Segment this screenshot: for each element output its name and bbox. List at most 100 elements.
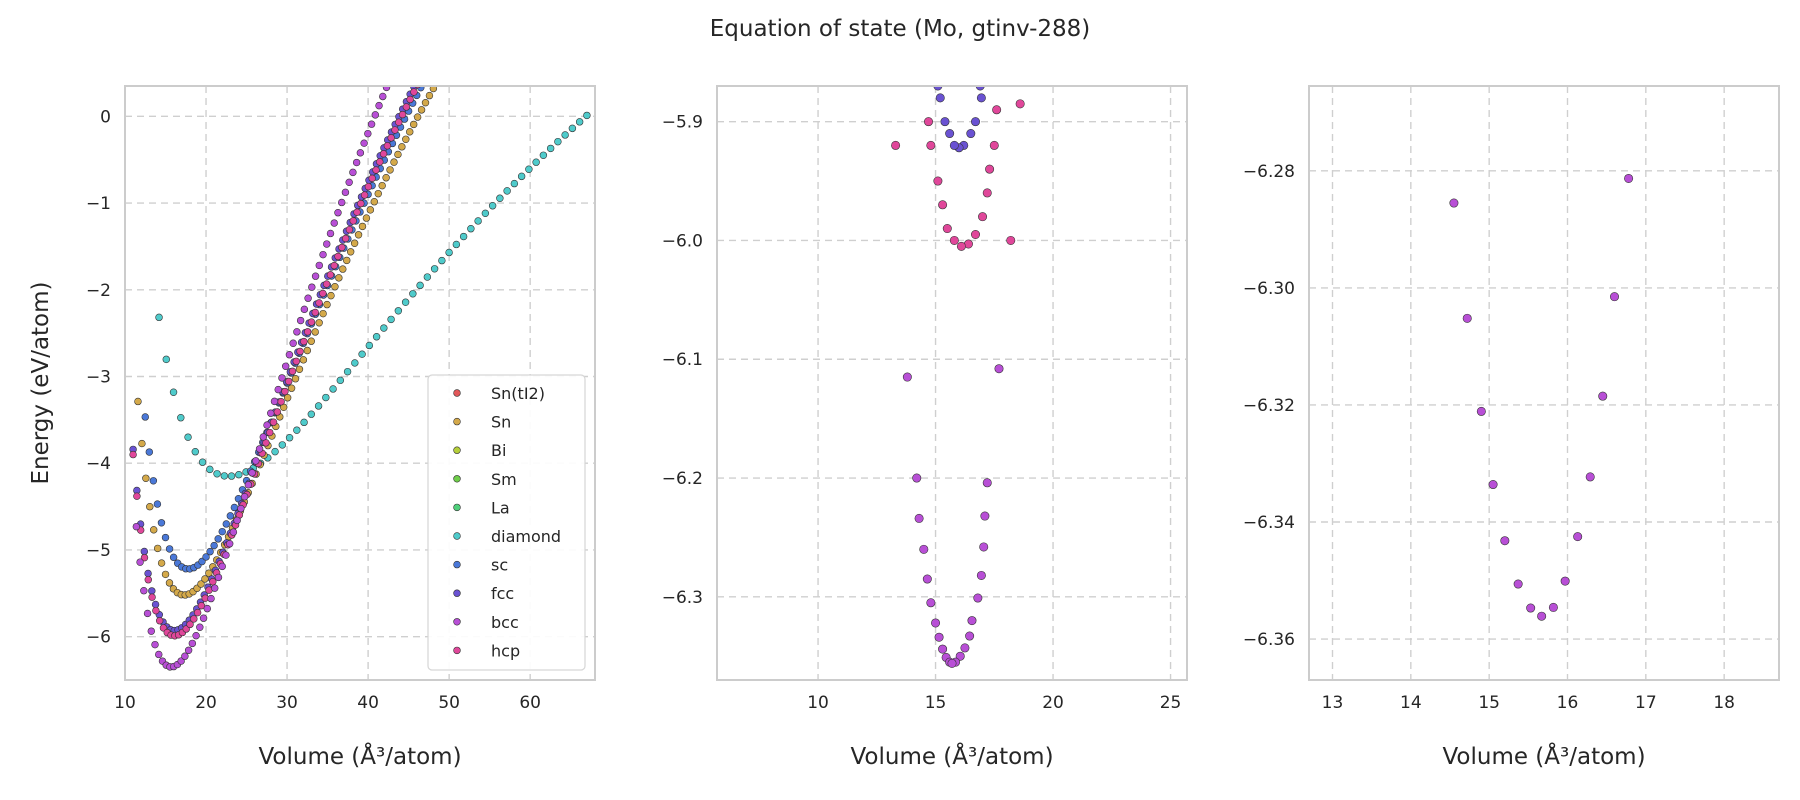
point-Sn: [429, 86, 438, 93]
point-diamond: [532, 158, 540, 166]
point-hcp: [357, 199, 365, 208]
point-Sn: [311, 328, 319, 336]
point-sc: [425, 69, 432, 76]
point-hcp: [368, 174, 376, 183]
point-bcc: [938, 644, 948, 654]
point-bcc: [919, 544, 929, 554]
point-bcc: [140, 587, 148, 595]
point-hcp: [992, 105, 1002, 115]
point-bcc: [181, 652, 189, 660]
point-hcp: [920, 70, 928, 78]
point-Sn: [425, 91, 434, 100]
point-Sn: [323, 300, 331, 309]
point-bcc: [326, 229, 335, 238]
point-hcp: [133, 492, 141, 500]
point-Sn: [413, 113, 422, 121]
point-diamond: [314, 402, 323, 410]
point-Sn: [299, 356, 308, 364]
point-diamond: [162, 355, 170, 364]
y-tick-label: −4: [86, 454, 111, 474]
point-Sn: [343, 256, 351, 265]
point-sc: [169, 553, 178, 562]
point-Sn: [434, 78, 441, 85]
point-hcp: [418, 74, 425, 81]
point-diamond: [438, 256, 446, 265]
point-Sn: [378, 181, 386, 190]
point-bcc: [334, 209, 342, 217]
point-hcp: [281, 387, 289, 396]
point-hcp: [129, 450, 137, 459]
point-fcc: [935, 93, 945, 103]
point-hcp: [360, 191, 369, 199]
point-Sn: [446, 58, 453, 65]
point-Sn: [346, 248, 355, 256]
point-diamond: [401, 298, 410, 306]
y-tick-label: −2: [86, 281, 111, 301]
point-bcc: [323, 240, 331, 248]
point-hcp: [152, 606, 160, 615]
point-sc: [165, 545, 174, 553]
x-tick-label: 30: [276, 693, 298, 713]
point-Sn: [339, 265, 347, 273]
point-bcc: [207, 594, 215, 603]
point-Sn: [409, 120, 418, 129]
point-bcc: [151, 640, 159, 649]
point-hcp: [410, 88, 418, 96]
point-hcp: [978, 212, 988, 222]
point-fcc: [422, 62, 429, 69]
point-bcc: [1476, 406, 1486, 416]
point-bcc: [980, 511, 990, 521]
point-fcc: [970, 117, 980, 127]
point-fcc: [976, 93, 986, 103]
x-axis-label: Volume (Å³/atom): [258, 742, 461, 770]
point-sc: [446, 32, 453, 39]
point-bcc: [352, 158, 361, 167]
point-diamond: [445, 248, 453, 257]
point-hcp: [376, 158, 384, 166]
point-bcc: [1573, 532, 1583, 542]
legend-label: fcc: [491, 584, 514, 603]
point-hcp: [379, 150, 388, 158]
point-hcp: [956, 241, 966, 251]
point-bcc: [252, 457, 260, 465]
point-fcc: [425, 55, 432, 62]
point-bcc: [364, 129, 372, 138]
point-bcc: [982, 478, 992, 488]
point-bcc: [237, 504, 245, 513]
point-bcc: [360, 139, 368, 147]
y-axis-label: Energy (eV/atom): [28, 281, 54, 484]
point-bcc: [934, 632, 944, 642]
y-tick-label: −6.36: [1243, 630, 1295, 650]
point-hcp: [341, 234, 350, 243]
point-Sn: [315, 319, 323, 327]
point-diamond: [206, 465, 214, 474]
point-diamond: [227, 472, 236, 480]
point-diamond: [278, 441, 287, 449]
point-fcc: [418, 69, 425, 76]
axes-frame: [124, 85, 596, 681]
point-bcc: [931, 618, 941, 628]
point-Sn: [283, 394, 292, 402]
point-hcp: [303, 328, 312, 336]
y-tick-label: −6.0: [662, 231, 703, 251]
point-bcc: [267, 409, 275, 417]
point-bcc: [375, 101, 383, 110]
y-tick-label: 0: [100, 107, 111, 127]
point-bcc: [912, 473, 922, 483]
point-Sn: [382, 174, 390, 182]
point-bcc: [229, 528, 238, 536]
y-tick-label: −5.9: [662, 113, 703, 133]
y-tick-label: −6.28: [1243, 162, 1295, 182]
point-hcp: [395, 118, 403, 126]
legend-box: [427, 374, 586, 671]
panel-2: 10 15 20 25 −5.9 −6.0 −6.1 −6.2 −6.3 Volume (Å³/a…: [662, 70, 1188, 770]
point-diamond: [351, 359, 359, 367]
point-Sn: [319, 309, 327, 318]
point-diamond: [459, 232, 468, 241]
point-hcp: [296, 347, 304, 356]
point-diamond: [220, 472, 229, 480]
point-bcc: [367, 120, 376, 128]
point-bcc: [1500, 536, 1510, 546]
point-bcc: [922, 574, 932, 584]
point-Sn: [150, 526, 158, 534]
